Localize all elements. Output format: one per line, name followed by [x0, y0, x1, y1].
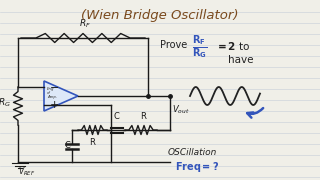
Text: (Wien Bridge Oscillator): (Wien Bridge Oscillator)	[81, 9, 239, 22]
Polygon shape	[44, 81, 78, 111]
Text: $R_F$: $R_F$	[79, 17, 91, 30]
Text: C: C	[113, 112, 119, 121]
Text: $\mathbf{\frac{R_F}{R_G}}$: $\mathbf{\frac{R_F}{R_G}}$	[192, 33, 207, 61]
Text: R: R	[90, 138, 95, 147]
Text: Eng
of
Amp.: Eng of Amp.	[47, 87, 57, 99]
Text: R: R	[140, 112, 146, 121]
Text: +: +	[50, 100, 60, 110]
Text: −: −	[50, 83, 60, 93]
Text: $\mathbf{=2}$ to: $\mathbf{=2}$ to	[215, 40, 250, 52]
Text: OSCillation: OSCillation	[168, 148, 217, 157]
Text: $R_G$: $R_G$	[0, 97, 11, 109]
Text: have: have	[228, 55, 253, 65]
Text: $V_{REF}$: $V_{REF}$	[18, 165, 36, 177]
Text: Prove: Prove	[160, 40, 187, 50]
Text: C: C	[64, 141, 70, 150]
Text: $\mathbf{Freq=?}$: $\mathbf{Freq=?}$	[175, 160, 219, 174]
Text: $V_{out}$: $V_{out}$	[172, 104, 189, 116]
